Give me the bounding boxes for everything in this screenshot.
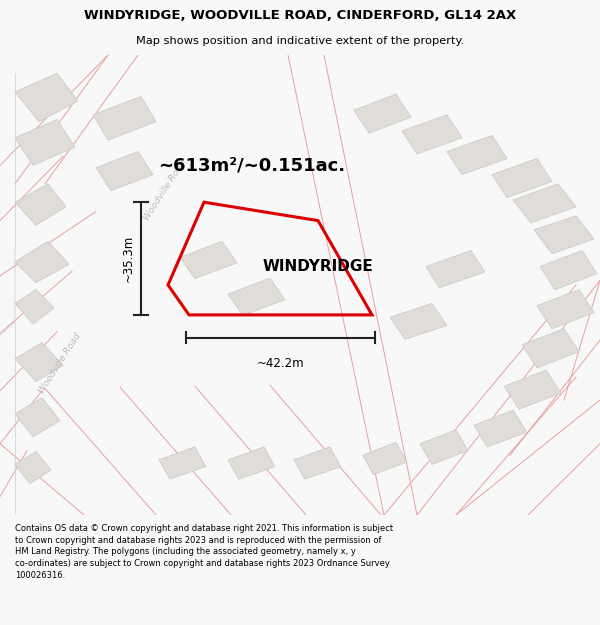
Text: Woodville Road: Woodville Road	[37, 331, 83, 395]
Text: WINDYRIDGE: WINDYRIDGE	[263, 259, 373, 274]
Polygon shape	[15, 451, 51, 484]
Polygon shape	[15, 119, 75, 166]
Polygon shape	[180, 241, 237, 279]
Polygon shape	[15, 289, 54, 324]
Text: Woodville Road: Woodville Road	[142, 159, 188, 222]
Polygon shape	[363, 442, 407, 474]
Polygon shape	[228, 447, 275, 479]
Polygon shape	[96, 152, 153, 191]
Polygon shape	[474, 410, 527, 447]
Polygon shape	[15, 73, 78, 122]
Polygon shape	[402, 115, 462, 154]
Polygon shape	[159, 447, 206, 479]
Polygon shape	[447, 136, 507, 174]
Text: ~35.3m: ~35.3m	[121, 235, 134, 282]
Polygon shape	[354, 94, 411, 133]
Text: WINDYRIDGE, WOODVILLE ROAD, CINDERFORD, GL14 2AX: WINDYRIDGE, WOODVILLE ROAD, CINDERFORD, …	[84, 9, 516, 22]
Polygon shape	[228, 278, 285, 316]
Text: ~42.2m: ~42.2m	[257, 357, 304, 370]
Polygon shape	[15, 241, 69, 282]
Polygon shape	[420, 430, 468, 464]
Text: Map shows position and indicative extent of the property.: Map shows position and indicative extent…	[136, 36, 464, 46]
Polygon shape	[522, 329, 579, 367]
Polygon shape	[15, 398, 60, 437]
Polygon shape	[537, 289, 594, 329]
Polygon shape	[513, 184, 576, 223]
Polygon shape	[534, 216, 594, 254]
Polygon shape	[15, 342, 63, 382]
Polygon shape	[426, 251, 485, 288]
Polygon shape	[540, 251, 597, 289]
Text: Contains OS data © Crown copyright and database right 2021. This information is : Contains OS data © Crown copyright and d…	[15, 524, 393, 580]
Polygon shape	[504, 370, 561, 409]
Polygon shape	[390, 303, 447, 339]
Polygon shape	[294, 447, 341, 479]
Polygon shape	[492, 159, 552, 198]
Polygon shape	[93, 96, 156, 140]
Polygon shape	[15, 184, 66, 225]
Text: ~613m²/~0.151ac.: ~613m²/~0.151ac.	[158, 156, 346, 174]
